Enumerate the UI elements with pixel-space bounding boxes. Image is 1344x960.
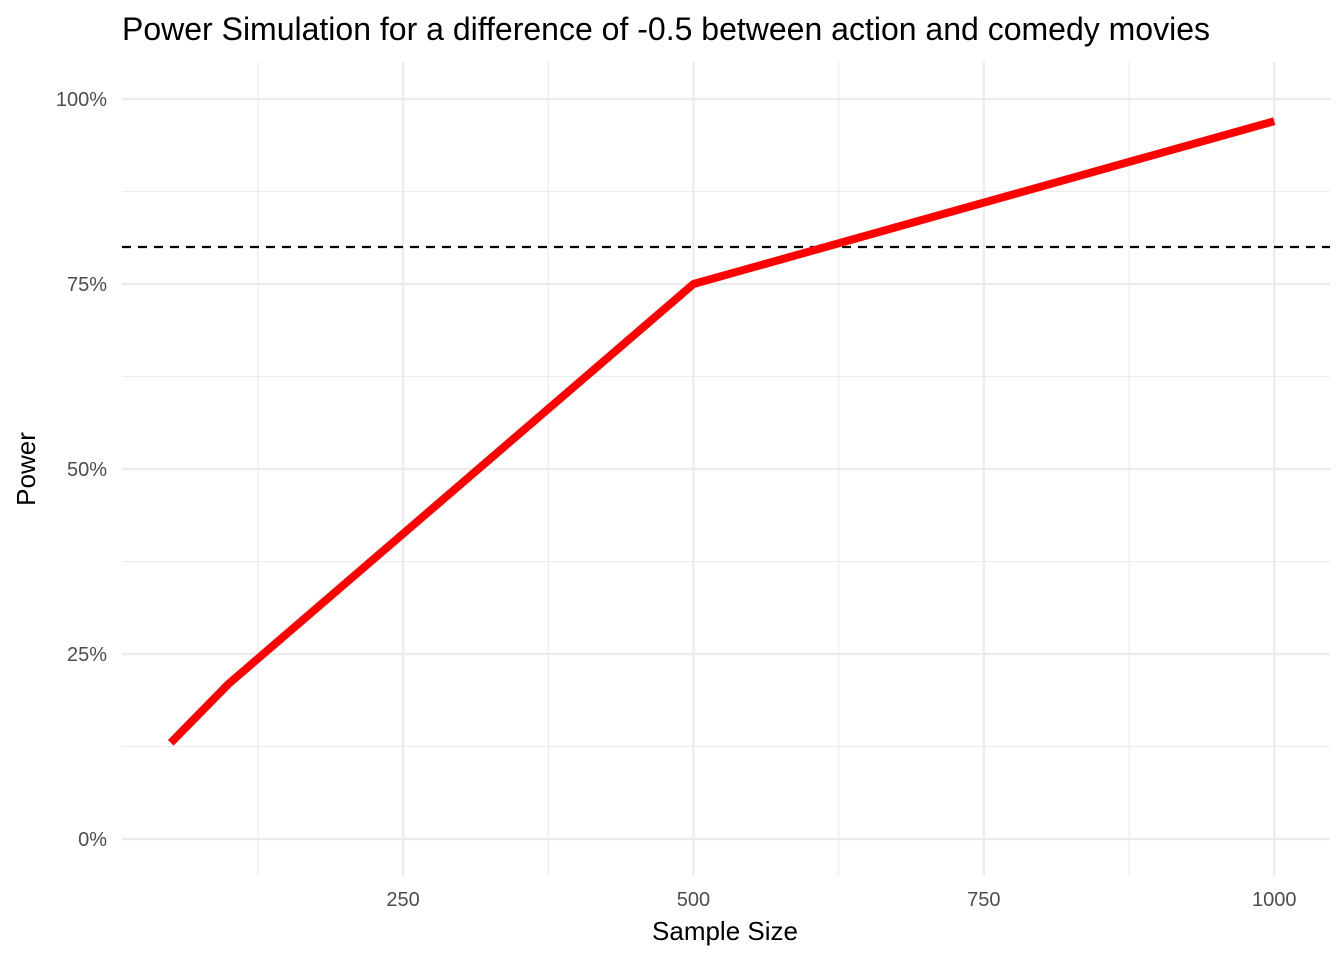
chart-title: Power Simulation for a difference of -0.… [122,11,1210,47]
x-tick-label: 1000 [1252,889,1297,911]
y-axis-tick-labels: 0% 25% 50% 75% 100% [56,89,107,851]
x-axis-tick-labels: 250 500 750 1000 [386,889,1296,911]
series-line [167,117,1276,746]
series-layer [167,117,1276,746]
y-tick-label: 50% [67,459,107,481]
grid [122,62,1330,876]
y-tick-label: 75% [67,274,107,296]
x-tick-label: 250 [386,889,419,911]
x-axis-title: Sample Size [652,916,798,946]
y-tick-label: 25% [67,644,107,666]
y-axis-title: Power [11,432,41,506]
y-tick-label: 0% [78,829,107,851]
y-tick-label: 100% [56,89,107,111]
x-tick-label: 500 [677,889,710,911]
x-tick-label: 750 [967,889,1000,911]
